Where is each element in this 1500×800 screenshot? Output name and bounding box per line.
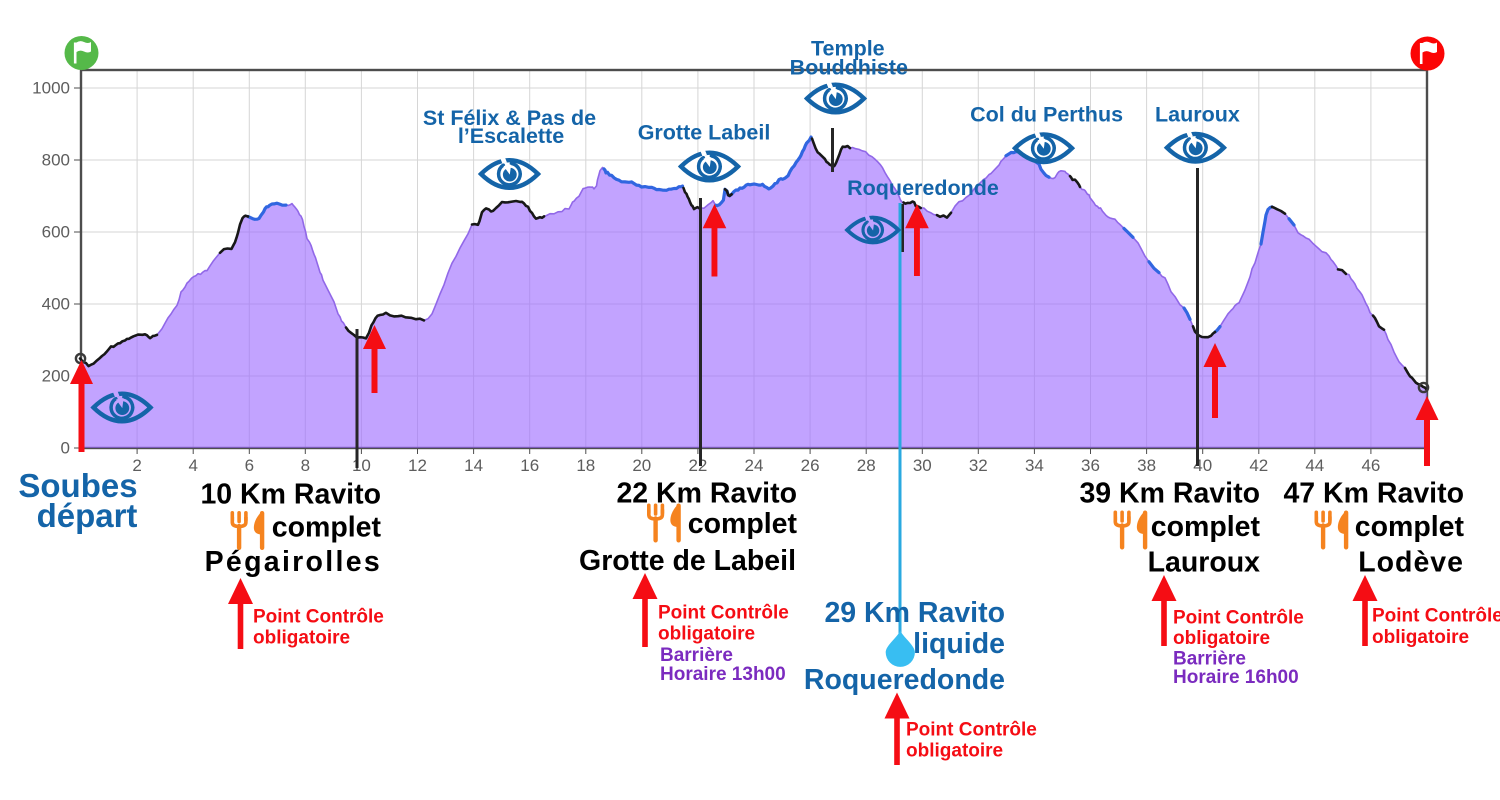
svg-text:Roqueredonde: Roqueredonde (804, 664, 1005, 696)
svg-text:2: 2 (132, 456, 141, 475)
svg-text:44: 44 (1305, 456, 1324, 475)
svg-text:liquide: liquide (913, 628, 1005, 660)
svg-text:Point Contrôle: Point Contrôle (1173, 608, 1304, 629)
svg-text:Soubes: Soubes (18, 467, 137, 504)
svg-text:Lauroux: Lauroux (1148, 547, 1261, 579)
svg-text:400: 400 (42, 295, 70, 314)
svg-text:20: 20 (632, 456, 651, 475)
svg-text:Horaire 16h00: Horaire 16h00 (1173, 667, 1299, 688)
svg-text:10: 10 (352, 456, 371, 475)
svg-text:obligatoire: obligatoire (658, 624, 755, 645)
svg-text:Horaire 13h00: Horaire 13h00 (660, 664, 786, 685)
svg-text:obligatoire: obligatoire (1372, 627, 1469, 648)
svg-text:Bouddhiste: Bouddhiste (790, 56, 908, 80)
svg-text:4: 4 (188, 456, 197, 475)
svg-text:Pégairolles: Pégairolles (205, 546, 382, 578)
svg-text:Grotte Labeil: Grotte Labeil (638, 121, 771, 145)
svg-text:obligatoire: obligatoire (1173, 628, 1270, 649)
svg-text:Col du Perthus: Col du Perthus (970, 103, 1123, 127)
svg-text:1000: 1000 (32, 79, 70, 98)
svg-text:30: 30 (913, 456, 932, 475)
svg-text:42: 42 (1249, 456, 1268, 475)
svg-text:obligatoire: obligatoire (906, 741, 1003, 762)
svg-text:10 Km Ravito: 10 Km Ravito (200, 479, 381, 511)
svg-text:Point Contrôle: Point Contrôle (1372, 606, 1500, 627)
svg-text:18: 18 (576, 456, 595, 475)
svg-text:38: 38 (1137, 456, 1156, 475)
svg-text:16: 16 (520, 456, 539, 475)
svg-text:départ: départ (37, 497, 138, 534)
svg-text:200: 200 (42, 367, 70, 386)
svg-text:complet: complet (1355, 511, 1465, 543)
svg-text:22 Km Ravito: 22 Km Ravito (616, 478, 797, 510)
svg-text:obligatoire: obligatoire (253, 628, 350, 649)
svg-text:0: 0 (61, 439, 70, 458)
svg-text:24: 24 (745, 456, 764, 475)
svg-text:29 Km Ravito: 29 Km Ravito (824, 597, 1005, 629)
svg-text:Roqueredonde: Roqueredonde (847, 176, 999, 200)
svg-text:Point Contrôle: Point Contrôle (658, 603, 789, 624)
svg-text:39 Km Ravito: 39 Km Ravito (1079, 478, 1260, 510)
svg-text:l’Escalette: l’Escalette (458, 124, 564, 148)
svg-text:Grotte de Labeil: Grotte de Labeil (579, 545, 796, 577)
svg-text:Point Contrôle: Point Contrôle (253, 607, 384, 628)
svg-text:St Félix & Pas de: St Félix & Pas de (423, 106, 596, 130)
svg-text:Lauroux: Lauroux (1155, 103, 1240, 127)
svg-text:complet: complet (688, 508, 798, 540)
svg-text:complet: complet (272, 512, 382, 544)
svg-text:28: 28 (857, 456, 876, 475)
svg-text:600: 600 (42, 223, 70, 242)
svg-text:Barrière: Barrière (660, 645, 733, 666)
svg-text:46: 46 (1361, 456, 1380, 475)
svg-text:Barrière: Barrière (1173, 649, 1246, 670)
svg-text:800: 800 (42, 151, 70, 170)
svg-text:Point Contrôle: Point Contrôle (906, 720, 1037, 741)
svg-text:26: 26 (801, 456, 820, 475)
svg-text:32: 32 (969, 456, 988, 475)
svg-text:36: 36 (1081, 456, 1100, 475)
svg-text:34: 34 (1025, 456, 1044, 475)
svg-text:22: 22 (688, 456, 707, 475)
svg-text:8: 8 (301, 456, 310, 475)
svg-text:Lodève: Lodève (1358, 547, 1464, 579)
svg-text:6: 6 (245, 456, 254, 475)
svg-text:Temple: Temple (811, 37, 885, 61)
svg-text:47 Km Ravito: 47 Km Ravito (1283, 478, 1464, 510)
svg-text:complet: complet (1151, 511, 1261, 543)
svg-text:14: 14 (464, 456, 483, 475)
svg-text:12: 12 (408, 456, 427, 475)
